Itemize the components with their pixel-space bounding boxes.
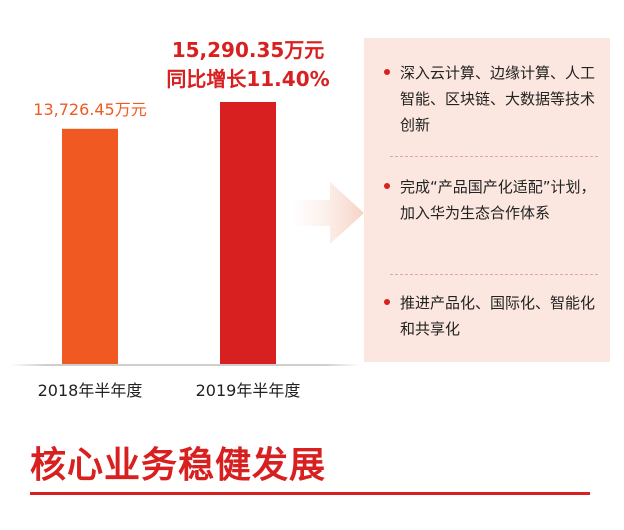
- highlight-text: 推进产品化、国际化、智能化和共享化: [400, 294, 596, 338]
- data-label: 13,726.45万元: [33, 100, 146, 119]
- highlight-text: 深入云计算、边缘计算、人工智能、区块链、大数据等技术创新: [400, 64, 596, 134]
- dashed-divider: [390, 156, 598, 157]
- arrow-right-icon: [292, 178, 372, 248]
- bar-2018年半年度: [62, 128, 118, 364]
- bullet-dot-icon: [384, 183, 390, 189]
- bar-2019年半年度: [220, 102, 276, 364]
- title-underline: [30, 492, 590, 495]
- highlights-panel: 深入云计算、边缘计算、人工智能、区块链、大数据等技术创新 完成“产品国产化适配”…: [364, 38, 610, 362]
- data-label: 15,290.35万元: [172, 38, 325, 62]
- growth-label: 同比增长11.40%: [166, 67, 329, 91]
- x-tick-label: 2019年半年度: [196, 381, 301, 400]
- x-tick-label: 2018年半年度: [38, 381, 143, 400]
- dashed-divider: [390, 274, 598, 275]
- chart-svg: 2018年半年度 2019年半年度 13,726.45万元 15,290.35万元同比…: [10, 38, 360, 400]
- bullet-dot-icon: [384, 299, 390, 305]
- x-axis-baseline: [10, 364, 360, 366]
- revenue-bar-chart: 2018年半年度 2019年半年度 13,726.45万元 15,290.35万元 同比…: [0, 0, 380, 420]
- section-title: 核心业务稳健发展: [30, 445, 327, 486]
- highlight-text: 完成“产品国产化适配”计划，加入华为生态合作体系: [400, 178, 596, 222]
- bullet-dot-icon: [384, 69, 390, 75]
